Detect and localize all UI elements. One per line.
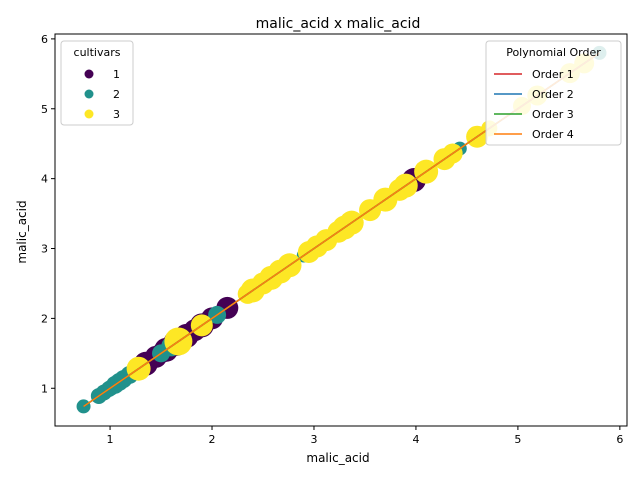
chart-title: malic_acid x malic_acid — [256, 16, 421, 32]
legend-label: 3 — [113, 108, 120, 121]
legend-title: cultivars — [74, 46, 121, 59]
legend-label: 1 — [113, 68, 120, 81]
y-axis-label: malic_acid — [15, 200, 29, 263]
x-axis-ticks: 1 2 3 4 5 6 — [107, 426, 623, 446]
legend-marker — [84, 89, 94, 99]
y-tick-label: 1 — [41, 382, 48, 395]
legend-label: Order 2 — [532, 88, 574, 101]
x-axis-label: malic_acid — [306, 451, 369, 465]
legend-marker — [84, 109, 94, 119]
legend-label: Order 4 — [532, 128, 574, 141]
axes-frame — [54, 33, 628, 427]
y-tick-label: 4 — [41, 173, 48, 186]
x-tick-label: 3 — [310, 433, 317, 446]
x-tick-label: 6 — [616, 433, 623, 446]
legend-marker — [84, 69, 94, 79]
legend-cultivars: cultivars 1 2 3 — [60, 40, 134, 126]
legend-label: Order 1 — [532, 68, 574, 81]
x-tick-label: 4 — [412, 433, 419, 446]
legend-label: 2 — [113, 88, 120, 101]
y-tick-label: 2 — [41, 312, 48, 325]
legend-box — [485, 40, 622, 146]
y-tick-label: 6 — [41, 33, 48, 46]
legend-title: Polynomial Order — [506, 46, 601, 59]
y-axis-ticks: 1 2 3 4 5 6 — [41, 33, 55, 395]
legend-polynomial-order: Polynomial Order Order 1 Order 2 Order 3 Ord… — [485, 40, 622, 146]
x-tick-label: 5 — [514, 433, 521, 446]
x-tick-label: 1 — [107, 433, 114, 446]
y-tick-label: 3 — [41, 243, 48, 256]
legend-label: Order 3 — [532, 108, 574, 121]
y-tick-label: 5 — [41, 103, 48, 116]
x-tick-label: 2 — [209, 433, 216, 446]
legend-box — [60, 40, 134, 126]
data-points — [76, 45, 607, 414]
